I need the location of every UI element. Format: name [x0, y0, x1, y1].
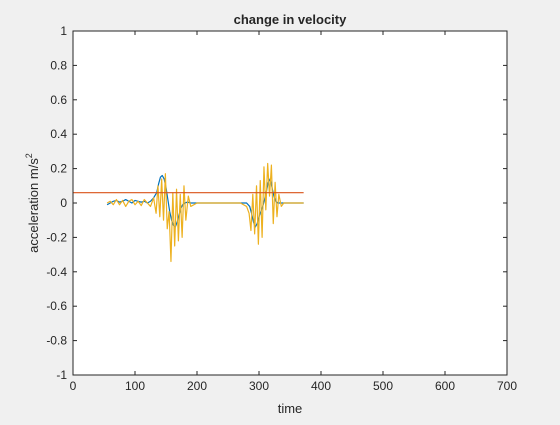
y-axis-label-text: acceleration m/s — [26, 158, 41, 253]
y-tick-label: 0.6 — [50, 93, 67, 107]
x-tick-label: 300 — [249, 379, 269, 393]
y-axis: -1 -0.8 -0.6 -0.4 -0.2 0 0.2 0.4 0.6 0.8 1 — [46, 24, 507, 382]
y-tick-label: 0.4 — [50, 127, 67, 141]
series-line-1 — [106, 174, 304, 228]
y-tick-label: 1 — [60, 24, 67, 38]
y-tick-label: -1 — [56, 368, 67, 382]
y-tick-label: -0.2 — [46, 230, 67, 244]
x-tick-label: 700 — [497, 379, 517, 393]
x-tick-label: 200 — [187, 379, 207, 393]
chart-title: change in velocity — [234, 12, 347, 27]
y-tick-label: 0 — [60, 196, 67, 210]
y-tick-label: -0.6 — [46, 299, 67, 313]
x-tick-label: 500 — [373, 379, 393, 393]
series-line-2 — [106, 162, 304, 263]
y-axis-label-superscript: 2 — [24, 153, 34, 158]
y-tick-label: 0.8 — [50, 58, 67, 72]
y-tick-label: -0.4 — [46, 265, 67, 279]
x-tick-label: 400 — [311, 379, 331, 393]
y-axis-label: acceleration m/s2 — [24, 153, 41, 253]
x-tick-label: 600 — [435, 379, 455, 393]
series-layer — [73, 162, 304, 263]
x-axis: 0 100 200 300 400 500 600 700 — [70, 31, 517, 393]
x-axis-label: time — [278, 401, 303, 416]
y-tick-label: -0.8 — [46, 334, 67, 348]
y-tick-label: 0.2 — [50, 162, 67, 176]
x-tick-label: 100 — [125, 379, 145, 393]
x-tick-label: 0 — [70, 379, 77, 393]
